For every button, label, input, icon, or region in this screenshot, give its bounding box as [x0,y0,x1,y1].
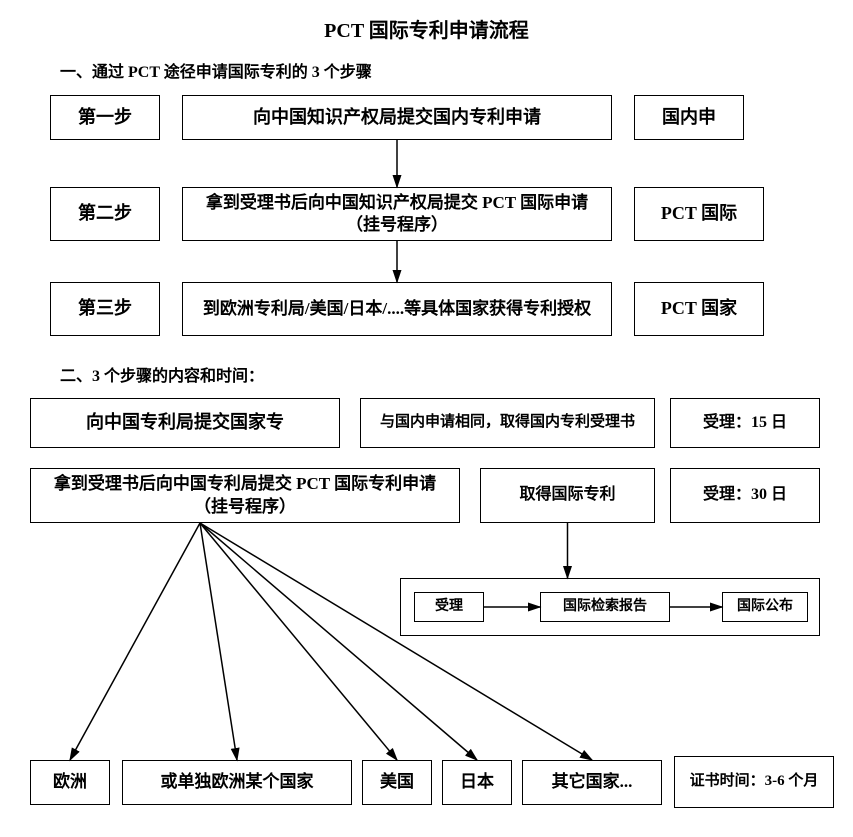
node-s2_step: 第二步 [50,187,160,241]
node-r2_c: 受理：30 日 [670,468,820,523]
node-c_eu1: 或单独欧洲某个国家 [122,760,352,805]
node-c_time: 证书时间：3-6 个月 [674,756,834,808]
node-c_eu: 欧洲 [30,760,110,805]
node-r2_a: 拿到受理书后向中国专利局提交 PCT 国际专利申请（挂号程序） [30,468,460,523]
page-title: PCT 国际专利申请流程 [0,14,853,43]
node-s3_main: 到欧洲专利局/美国/日本/....等具体国家获得专利授权 [182,282,612,336]
node-s2_main: 拿到受理书后向中国知识产权局提交 PCT 国际申请（挂号程序） [182,187,612,241]
section1-title: 一、通过 PCT 途径申请国际专利的 3 个步骤 [60,58,372,82]
node-s1_step: 第一步 [50,95,160,140]
node-s3_step: 第三步 [50,282,160,336]
node-pipe_1: 受理 [414,592,484,622]
node-s2_right: PCT 国际 [634,187,764,241]
node-r1_a: 向中国专利局提交国家专 [30,398,340,448]
node-r1_c: 受理：15 日 [670,398,820,448]
node-r2_b: 取得国际专利 [480,468,655,523]
node-r1_b: 与国内申请相同，取得国内专利受理书 [360,398,655,448]
node-s3_right: PCT 国家 [634,282,764,336]
node-s1_right: 国内申 [634,95,744,140]
section2-title: 二、3 个步骤的内容和时间： [60,362,264,386]
node-pipe_2: 国际检索报告 [540,592,670,622]
node-pipe_3: 国际公布 [722,592,808,622]
node-c_jp: 日本 [442,760,512,805]
node-s1_main: 向中国知识产权局提交国内专利申请 [182,95,612,140]
node-c_other: 其它国家... [522,760,662,805]
node-c_us: 美国 [362,760,432,805]
